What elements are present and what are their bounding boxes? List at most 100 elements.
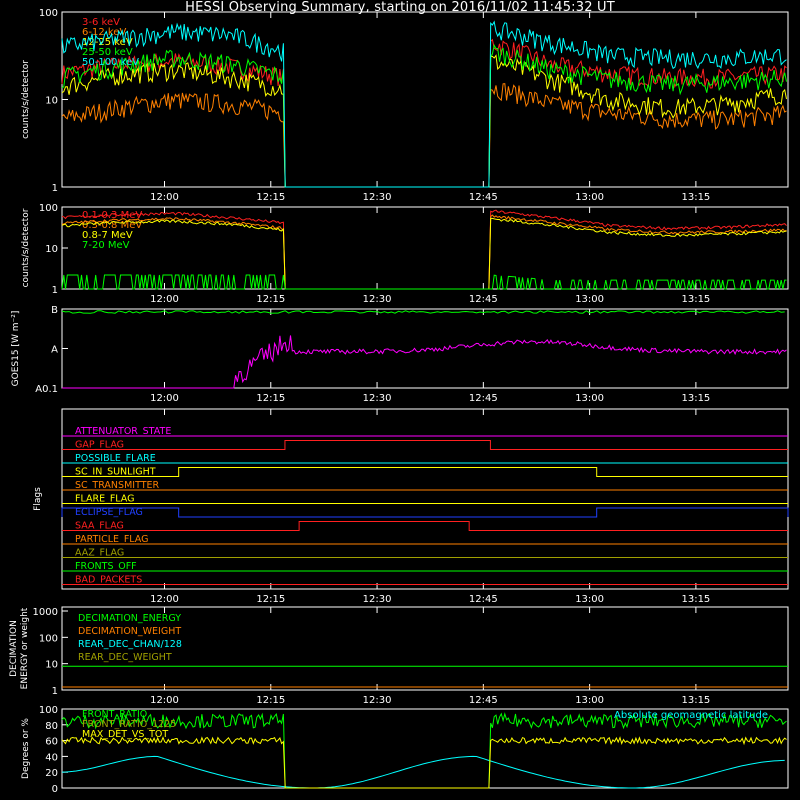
flag-line xyxy=(62,467,788,477)
flag-label: FRONTS_OFF xyxy=(75,561,137,572)
legend-entry: 0.1-0.3 MeV xyxy=(82,210,142,221)
y-tick-label: 100 xyxy=(39,705,58,716)
flag-label: AAZ_FLAG xyxy=(75,548,124,559)
y-tick-label: B xyxy=(51,305,58,316)
flag-label: PARTICLE_FLAG xyxy=(75,534,148,545)
x-tick-label: 12:45 xyxy=(469,594,498,605)
flag-label: ATTENUATOR_STATE xyxy=(75,426,171,437)
legend-entry: FRONT_RATIO xyxy=(82,709,147,720)
x-tick-label: 12:30 xyxy=(363,695,392,706)
y-tick-label: A0.1 xyxy=(35,384,58,395)
x-tick-label: 12:15 xyxy=(256,393,285,404)
flag-label: SAA_FLAG xyxy=(75,521,124,532)
legend-entry: REAR_DEC_WEIGHT xyxy=(78,652,172,663)
x-tick-label: 13:15 xyxy=(681,594,710,605)
y-axis-label: ENERGY or weight xyxy=(20,607,30,689)
x-tick-label: 12:30 xyxy=(363,294,392,305)
y-tick-label: 60 xyxy=(45,737,58,748)
x-tick-label: 12:15 xyxy=(256,192,285,203)
series-line-50-100-keV xyxy=(61,20,787,188)
panel-2-frame xyxy=(61,206,789,290)
legend-entry: 6-12 keV xyxy=(82,27,126,38)
x-tick-label: 12:00 xyxy=(150,695,179,706)
x-tick-label: 12:00 xyxy=(150,294,179,305)
y-axis-label: Flags xyxy=(33,487,43,511)
x-tick-label: 13:00 xyxy=(575,393,604,404)
legend-entry: 7-20 MeV xyxy=(82,240,130,251)
x-tick-label: 12:45 xyxy=(469,294,498,305)
panel-5-frame xyxy=(61,606,789,691)
y-axis-label: GOES15 [W m⁻²] xyxy=(11,311,21,387)
y-tick-label: A xyxy=(51,345,58,356)
x-tick-label: 12:15 xyxy=(256,294,285,305)
y-tick-label: 1 xyxy=(52,285,58,296)
y-tick-label: 1000 xyxy=(33,607,58,618)
legend-entry: 25-50 keV xyxy=(82,47,133,58)
y-tick-label: 100 xyxy=(39,8,58,19)
page-title: HESSI Observing Summary, starting on 201… xyxy=(185,0,615,15)
flag-label: BAD_PACKETS xyxy=(75,575,142,586)
x-tick-label: 12:15 xyxy=(256,695,285,706)
legend-entry: DECIMATION_WEIGHT xyxy=(78,626,181,637)
y-tick-label: 1 xyxy=(52,183,58,194)
x-tick-label: 12:45 xyxy=(469,393,498,404)
latitude-annotation: Absolute geomagnetic latitude xyxy=(614,710,768,721)
flag-label: SC_IN_SUNLIGHT xyxy=(75,467,156,478)
x-tick-label: 13:15 xyxy=(681,294,710,305)
ratio-line-MAX_DET_VS_TOT xyxy=(61,736,787,789)
x-tick-label: 13:00 xyxy=(575,192,604,203)
flag-label: ECLIPSE_FLAG xyxy=(75,507,143,518)
x-tick-label: 13:00 xyxy=(575,294,604,305)
y-axis-label: counts/s/detector xyxy=(21,208,31,287)
y-axis-label: DECIMATION xyxy=(9,620,19,677)
goes-short-line xyxy=(62,335,787,389)
x-tick-label: 12:45 xyxy=(469,192,498,203)
x-tick-label: 13:00 xyxy=(575,594,604,605)
x-tick-label: 12:30 xyxy=(363,192,392,203)
legend-entry: DECIMATION_ENERGY xyxy=(78,613,181,624)
flag-line xyxy=(61,507,789,518)
legend-entry: 0.8-7 MeV xyxy=(82,230,133,241)
y-tick-label: 0 xyxy=(52,784,58,795)
x-tick-label: 12:15 xyxy=(256,594,285,605)
y-tick-label: 100 xyxy=(39,203,58,214)
legend-entry: FRONT_RATIO_1225 xyxy=(82,719,176,730)
y-tick-label: 40 xyxy=(45,752,58,763)
x-tick-label: 13:00 xyxy=(575,695,604,706)
x-tick-label: 12:45 xyxy=(469,695,498,706)
x-tick-label: 12:00 xyxy=(150,393,179,404)
latitude-line xyxy=(61,755,785,789)
legend-entry: 0.3-0.8 MeV xyxy=(82,220,142,231)
y-axis-label: counts/s/detector xyxy=(21,60,31,139)
series-line-3-6-keV xyxy=(61,38,787,188)
y-tick-label: 1 xyxy=(52,686,58,697)
legend-entry: 3-6 keV xyxy=(82,17,120,28)
series-line-0.8-7-MeV xyxy=(61,217,787,290)
y-axis-label: Degrees or % xyxy=(21,718,31,779)
legend-entry: 50-100 keV xyxy=(82,57,139,68)
flag-label: FLARE_FLAG xyxy=(75,494,135,505)
y-tick-label: 20 xyxy=(45,768,58,779)
flag-label: GAP_FLAG xyxy=(75,440,124,451)
flag-line xyxy=(62,440,788,450)
y-tick-label: 80 xyxy=(45,721,58,732)
x-tick-label: 13:15 xyxy=(681,192,710,203)
legend-entry: MAX_DET_VS_TOT xyxy=(82,729,168,740)
series-line-0.3-0.8-MeV xyxy=(61,214,787,290)
flag-line xyxy=(62,521,788,531)
goes-long-line xyxy=(61,310,785,314)
panel-3-frame xyxy=(61,308,789,389)
x-tick-label: 12:00 xyxy=(150,192,179,203)
series-line-6-12-keV xyxy=(61,83,787,188)
legend-entry: 12-25 keV xyxy=(82,37,133,48)
series-line-7-20-MeV xyxy=(61,274,787,290)
y-tick-label: 100 xyxy=(39,633,58,644)
y-tick-label: 10 xyxy=(45,660,58,671)
legend-entry: REAR_DEC_CHAN/128 xyxy=(78,639,182,650)
flag-label: POSSIBLE_FLARE xyxy=(75,453,156,464)
y-tick-label: 10 xyxy=(45,244,58,255)
x-tick-label: 12:30 xyxy=(363,594,392,605)
y-tick-label: 10 xyxy=(45,96,58,107)
panel-4-frame xyxy=(61,408,789,590)
